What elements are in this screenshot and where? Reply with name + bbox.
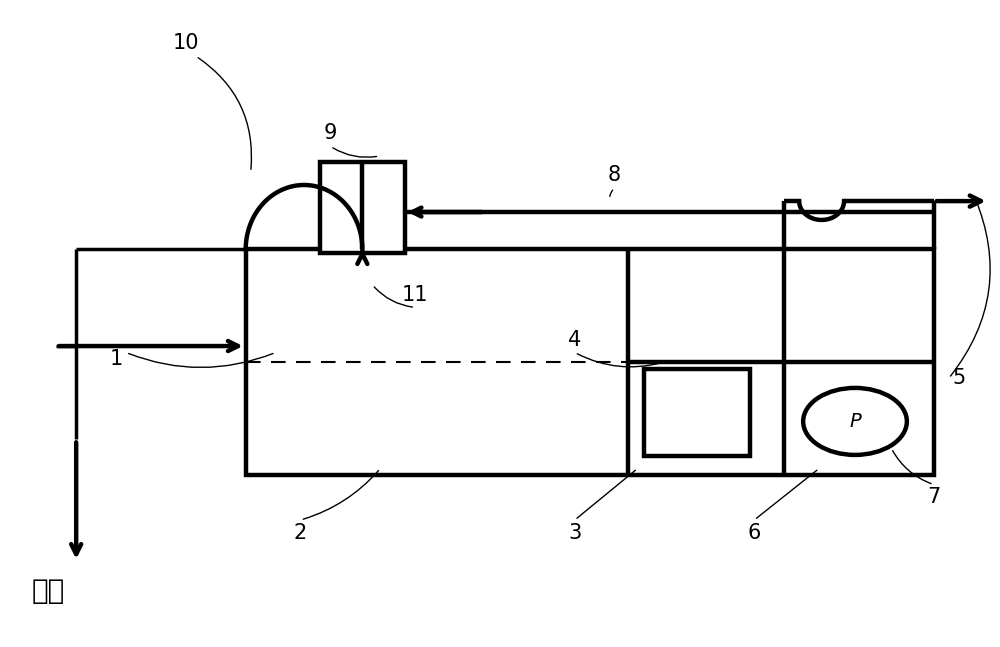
Bar: [320, 162, 405, 252]
Text: 7: 7: [927, 487, 940, 507]
Text: 4: 4: [568, 329, 581, 349]
Text: 11: 11: [402, 285, 428, 305]
Text: 2: 2: [294, 523, 307, 543]
Text: 8: 8: [608, 166, 621, 185]
Text: P: P: [849, 412, 861, 431]
Text: 9: 9: [324, 124, 337, 144]
Circle shape: [803, 388, 907, 455]
Text: 6: 6: [748, 523, 761, 543]
Text: 10: 10: [173, 33, 199, 53]
Text: 3: 3: [568, 523, 581, 543]
Text: 1: 1: [109, 349, 123, 369]
Bar: [644, 369, 750, 455]
Bar: [246, 249, 934, 475]
Text: 5: 5: [952, 368, 965, 388]
Text: 排出: 排出: [31, 577, 65, 605]
